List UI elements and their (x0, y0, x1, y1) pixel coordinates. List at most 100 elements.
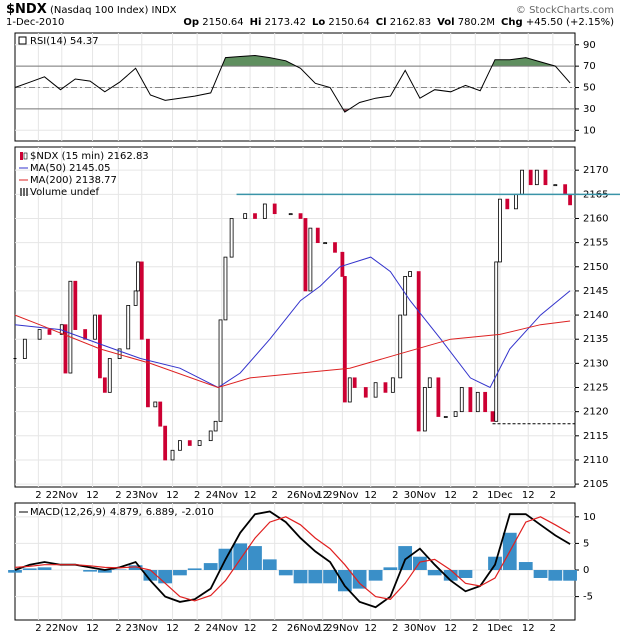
moving-average-line (14, 256, 571, 389)
legend-swatch (20, 188, 22, 196)
candle (303, 218, 308, 292)
histogram-bar (458, 570, 473, 578)
candle (563, 184, 568, 195)
candle (408, 271, 412, 277)
candle (288, 213, 293, 216)
candle (213, 420, 218, 432)
title-group: $NDX (Nasdaq 100 Index) INDX (6, 2, 177, 17)
histogram-bar (533, 570, 548, 578)
legend-swatch (23, 188, 25, 196)
x-tick-label: 29Nov (326, 623, 358, 634)
x-tick-label: 2 (550, 623, 556, 634)
x-tick-label: 12 (244, 490, 257, 501)
candle (243, 213, 248, 219)
stat-label: Vol (437, 17, 455, 28)
candle (553, 184, 558, 187)
candle (218, 319, 223, 422)
header-row: $NDX (Nasdaq 100 Index) INDX © StockChar… (6, 2, 614, 17)
y-tick-label: 2125 (583, 383, 608, 394)
x-tick-label: 12 (244, 623, 257, 634)
candle (390, 377, 395, 393)
x-tick-label: 24Nov (206, 623, 238, 634)
histogram-bar (262, 559, 277, 571)
candle (262, 203, 267, 219)
x-tick-label: 12 (86, 490, 99, 501)
legend-label: MA(50) 2145.05 (30, 163, 111, 174)
candle (340, 251, 345, 277)
histogram-bar (203, 563, 218, 571)
x-tick-label: 23Nov (126, 623, 158, 634)
histogram-bar (8, 570, 22, 573)
candle (453, 411, 458, 417)
y-tick-label: 2170 (583, 165, 608, 176)
moving-average-line (14, 314, 571, 389)
y-tick-label: 2120 (583, 407, 608, 418)
x-tick-label: 29Nov (326, 490, 358, 501)
x-tick-label: 12 (364, 490, 377, 501)
y-tick-label: 2140 (583, 310, 608, 321)
histogram-bar (548, 570, 563, 581)
x-tick-label: 2 (272, 623, 278, 634)
y-tick-label: 2130 (583, 358, 608, 369)
y-tick-label: 2160 (583, 213, 608, 224)
candle (308, 227, 313, 292)
candle (534, 169, 539, 186)
candle (63, 324, 68, 374)
rsi-overbought-fill (15, 55, 571, 67)
candle (22, 338, 27, 359)
candle (505, 198, 510, 210)
candle (427, 377, 432, 388)
candle (342, 276, 347, 403)
stat-label: Cl (375, 17, 387, 28)
candle (126, 305, 131, 350)
candle (272, 203, 277, 215)
x-tick-label: 2 (472, 490, 478, 501)
candle (223, 256, 228, 321)
histogram-bar (97, 570, 112, 573)
candle (136, 261, 140, 292)
candle (363, 387, 368, 398)
histogram-bar (563, 570, 577, 581)
histogram-bar (128, 565, 143, 571)
x-tick-label: 2 (392, 623, 398, 634)
y-tick-label: 90 (583, 40, 596, 51)
legend-swatch (18, 36, 27, 45)
candle (315, 227, 320, 244)
histogram-bar (248, 546, 262, 571)
histogram-bar (518, 562, 533, 571)
stat: Op 2150.64 (177, 17, 243, 28)
candle (229, 218, 234, 258)
histogram-bar (173, 570, 187, 576)
x-tick-label: 12 (166, 623, 179, 634)
histogram-bar (368, 570, 383, 581)
y-tick-label: 70 (583, 61, 596, 72)
stats: Op 2150.64 Hi 2173.42 Lo 2150.64 Cl 2162.83… (177, 17, 614, 28)
candle (37, 329, 42, 340)
candle (197, 440, 202, 446)
x-tick-label: 22Nov (46, 490, 78, 501)
candle (170, 449, 175, 461)
x-tick-label: 2 (115, 490, 121, 501)
x-tick-label: 24Nov (206, 490, 238, 501)
macd-line (14, 516, 571, 602)
histogram-bar (158, 570, 173, 584)
legend-swatch (20, 152, 23, 160)
candle (459, 387, 464, 413)
histogram-bar (308, 570, 323, 584)
candle (178, 440, 182, 451)
candle (347, 377, 352, 403)
candle (483, 391, 488, 413)
histogram-bar (143, 570, 158, 581)
y-tick-label: 2110 (583, 455, 608, 466)
legend-label: $NDX (15 min) 2162.83 (30, 151, 149, 162)
y-tick-label: 10 (583, 512, 596, 523)
candle (158, 401, 163, 427)
candle (490, 411, 495, 422)
y-tick-label: -5 (583, 592, 593, 603)
panel-frame (14, 146, 576, 488)
y-tick-label: 0 (583, 565, 589, 576)
candle (468, 387, 473, 413)
x-tick-label: 2 (472, 623, 478, 634)
x-tick-label: 12 (166, 490, 179, 501)
candle (333, 242, 337, 253)
